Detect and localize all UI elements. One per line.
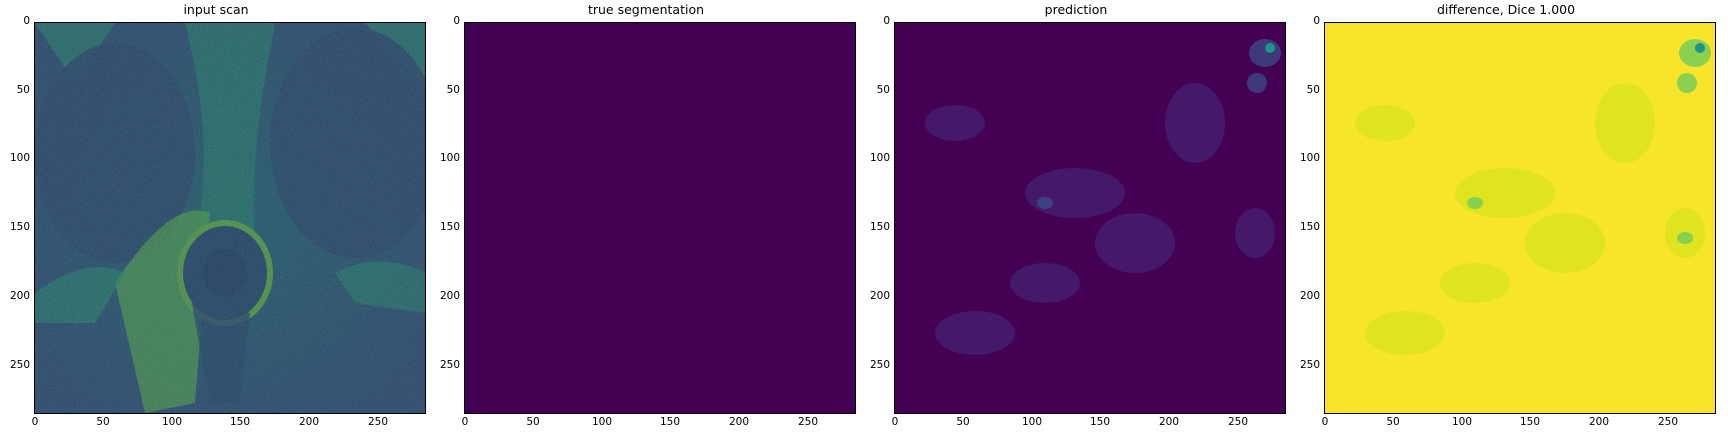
xtick-label: 100 [591,416,613,428]
ytick-label: 50 [16,84,30,96]
xtick-label: 250 [1657,416,1679,428]
ytick-label: 200 [1299,290,1320,302]
xtick-label: 150 [659,416,681,428]
xtick-label: 150 [1089,416,1111,428]
panel-title: difference, Dice 1.000 [1436,2,1576,17]
xtick-label: 100 [1021,416,1043,428]
panel-title: true segmentation [587,2,705,17]
image-input-scan [34,22,426,414]
difference-image [1325,23,1715,413]
ytick-label: 250 [869,359,890,371]
panel-input-scan: input scan [0,0,432,432]
xtick-label: 50 [526,416,540,428]
panel-title: prediction [1044,2,1108,17]
xtick-label: 100 [1451,416,1473,428]
prediction-image [895,23,1285,413]
panel-difference: difference, Dice 1.000 0 50 100 150 [1290,0,1722,432]
ytick-label: 200 [439,290,460,302]
image-true-segmentation [464,22,856,414]
ytick-label: 50 [1306,84,1320,96]
ytick-label: 150 [9,221,30,233]
ytick-label: 250 [439,359,460,371]
ytick-label: 0 [23,15,30,27]
xtick-label: 50 [1386,416,1400,428]
ytick-label: 0 [1313,15,1320,27]
ytick-label: 100 [1299,152,1320,164]
ytick-label: 100 [439,152,460,164]
input-scan-image [35,23,425,413]
panel-prediction: prediction 0 50 100 150 200 250 0 50 [860,0,1292,432]
xtick-label: 0 [1321,416,1329,428]
ytick-label: 200 [9,290,30,302]
xtick-label: 0 [31,416,39,428]
image-difference [1324,22,1716,414]
xtick-label: 150 [229,416,251,428]
xtick-label: 200 [298,416,320,428]
xtick-label: 250 [797,416,819,428]
xtick-label: 150 [1519,416,1541,428]
xtick-label: 0 [461,416,469,428]
panel-title: input scan [183,2,249,17]
xtick-label: 100 [161,416,183,428]
ytick-label: 150 [869,221,890,233]
ytick-label: 0 [453,15,460,27]
xtick-label: 0 [891,416,899,428]
image-prediction [894,22,1286,414]
ytick-label: 200 [869,290,890,302]
ytick-label: 100 [869,152,890,164]
xtick-label: 50 [956,416,970,428]
xtick-label: 50 [96,416,110,428]
xtick-label: 200 [1588,416,1610,428]
ytick-label: 150 [1299,221,1320,233]
panel-true-segmentation: true segmentation 0 50 100 150 200 250 0… [430,0,862,432]
ytick-label: 100 [9,152,30,164]
ytick-label: 50 [876,84,890,96]
ytick-label: 0 [883,15,890,27]
ytick-label: 250 [1299,359,1320,371]
xtick-label: 250 [367,416,389,428]
xtick-label: 200 [728,416,750,428]
xtick-label: 250 [1227,416,1249,428]
ytick-label: 50 [446,84,460,96]
ytick-label: 250 [9,359,30,371]
ytick-label: 150 [439,221,460,233]
xtick-label: 200 [1158,416,1180,428]
